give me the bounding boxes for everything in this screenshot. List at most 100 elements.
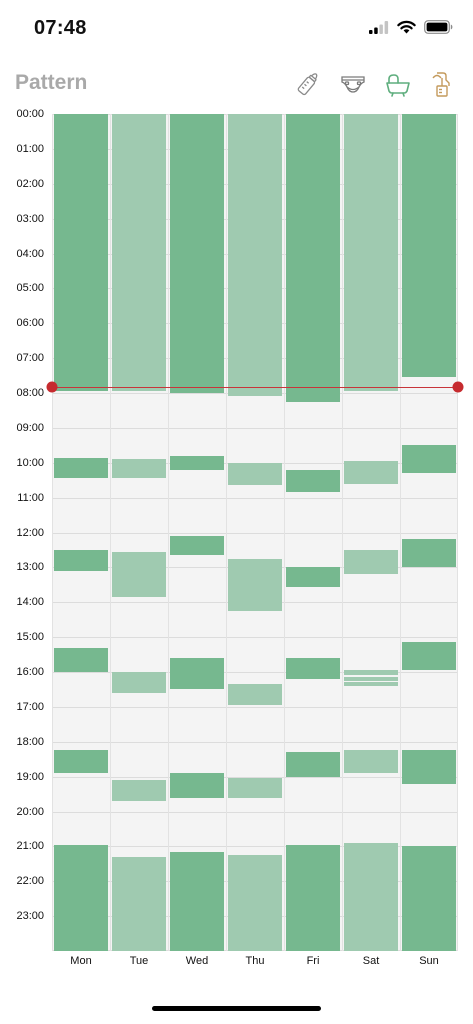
sleep-block-mon[interactable] <box>54 457 108 479</box>
cellular-signal-icon <box>369 20 389 34</box>
sleep-block-sun[interactable] <box>402 539 456 568</box>
hour-gridline <box>52 706 458 708</box>
hour-gridline <box>52 846 458 848</box>
sleep-block-sun[interactable] <box>402 846 456 951</box>
hour-label: 17:00 <box>16 700 44 713</box>
breast-pump-icon <box>432 72 450 97</box>
sleep-block-wed[interactable] <box>170 114 224 393</box>
sleep-block-sun[interactable] <box>402 750 456 784</box>
hour-label: 08:00 <box>16 387 44 399</box>
sleep-block-sat[interactable] <box>344 670 398 676</box>
home-indicator <box>152 1006 321 1011</box>
hour-label: 06:00 <box>16 317 44 330</box>
sleep-block-sat[interactable] <box>344 461 398 484</box>
hour-label: 05:00 <box>16 282 44 295</box>
sleep-block-sun[interactable] <box>402 642 456 671</box>
chart-plot-area <box>46 114 464 951</box>
activity-toolbar <box>292 68 459 100</box>
sleep-block-thu[interactable] <box>228 558 282 611</box>
battery-icon <box>424 20 453 34</box>
sleep-block-sun[interactable] <box>402 114 456 378</box>
hour-gridline <box>52 497 458 499</box>
hour-label: 22:00 <box>16 875 44 888</box>
sleep-block-sat[interactable] <box>344 549 398 575</box>
day-separator <box>110 114 111 951</box>
day-label-sat: Sat <box>362 955 380 967</box>
sleep-block-sat[interactable] <box>344 842 398 951</box>
hour-label: 20:00 <box>16 805 44 818</box>
day-label-sun: Sun <box>419 955 439 967</box>
sleep-block-tue[interactable] <box>112 459 166 479</box>
sleep-block-thu[interactable] <box>228 462 282 486</box>
page-title: Pattern <box>15 71 88 94</box>
sleep-pattern-chart: 00:00 01:00 02:00 03:00 04:00 05:00 06:00 07:00… <box>0 104 473 974</box>
day-separator <box>52 114 53 951</box>
sleep-block-fri[interactable] <box>286 844 340 951</box>
hour-label: 19:00 <box>16 770 44 783</box>
day-separator <box>168 114 169 951</box>
sleep-block-wed[interactable] <box>170 455 224 470</box>
sleep-block-sat[interactable] <box>344 114 398 392</box>
pump-button[interactable] <box>427 68 459 100</box>
sleep-block-wed[interactable] <box>170 535 224 556</box>
sleep-block-wed[interactable] <box>170 851 224 951</box>
bottle-button[interactable] <box>292 68 324 100</box>
sleep-block-thu[interactable] <box>228 684 282 706</box>
day-separator <box>284 114 285 951</box>
hour-gridline <box>52 741 458 743</box>
sleep-block-wed[interactable] <box>170 658 224 690</box>
sleep-block-thu[interactable] <box>228 778 282 798</box>
sleep-block-fri[interactable] <box>286 658 340 679</box>
sleep-block-sat[interactable] <box>344 677 398 681</box>
sleep-block-fri[interactable] <box>286 567 340 587</box>
sleep-block-tue[interactable] <box>112 114 166 392</box>
hour-label: 15:00 <box>16 631 44 644</box>
hour-label: 01:00 <box>16 142 44 155</box>
day-separator <box>342 114 343 951</box>
status-icons <box>369 20 453 34</box>
hour-label: 09:00 <box>16 421 44 434</box>
sleep-button[interactable] <box>382 68 414 100</box>
sleep-block-wed[interactable] <box>170 773 224 798</box>
sleep-block-sat[interactable] <box>344 682 398 686</box>
sleep-block-thu[interactable] <box>228 114 282 397</box>
hour-label: 21:00 <box>16 840 44 853</box>
sleep-block-fri[interactable] <box>286 114 340 402</box>
hour-gridline <box>52 776 458 778</box>
day-separator <box>457 114 458 951</box>
sleep-block-tue[interactable] <box>112 672 166 693</box>
sleep-block-fri[interactable] <box>286 469 340 493</box>
sleep-block-sun[interactable] <box>402 445 456 474</box>
day-label-wed: Wed <box>185 955 209 967</box>
status-bar: 07:48 <box>0 0 473 60</box>
hour-label: 04:00 <box>16 247 44 260</box>
sleep-block-tue[interactable] <box>112 856 166 951</box>
sleep-block-tue[interactable] <box>112 780 166 802</box>
sleep-block-mon[interactable] <box>54 114 108 392</box>
hour-label: 02:00 <box>16 177 44 190</box>
hour-gridline <box>52 672 458 673</box>
status-time: 07:48 <box>34 17 87 39</box>
hour-gridline <box>52 637 458 639</box>
sleep-block-thu[interactable] <box>228 855 282 951</box>
bottle-icon <box>297 73 318 96</box>
diaper-button[interactable] <box>337 68 369 100</box>
day-label-thu: Thu <box>245 955 265 967</box>
hour-label: 12:00 <box>16 526 44 539</box>
hour-label: 18:00 <box>16 735 44 748</box>
day-separator <box>226 114 227 951</box>
sleep-block-mon[interactable] <box>54 549 108 571</box>
day-separator <box>400 114 401 951</box>
hour-gridline <box>52 811 458 813</box>
wifi-icon <box>397 20 416 34</box>
sleep-block-mon[interactable] <box>54 844 108 951</box>
sleep-block-mon[interactable] <box>54 750 108 774</box>
sleep-block-tue[interactable] <box>112 551 166 597</box>
hour-label: 00:00 <box>16 108 44 120</box>
current-time-dot-left <box>46 381 58 393</box>
sleep-block-sat[interactable] <box>344 750 398 774</box>
sleep-block-mon[interactable] <box>54 647 108 672</box>
hour-label: 14:00 <box>16 596 44 609</box>
current-time-dot-right <box>452 381 464 393</box>
sleep-block-fri[interactable] <box>286 752 340 777</box>
